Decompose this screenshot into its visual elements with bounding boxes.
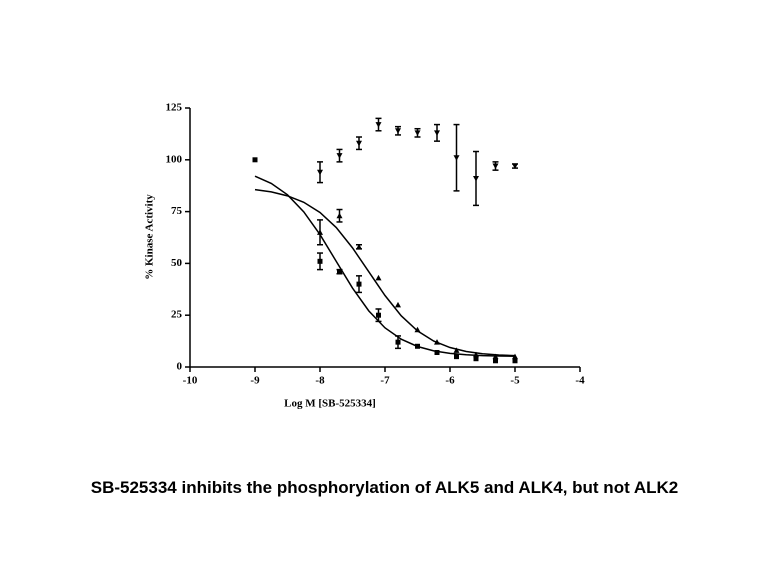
point [453, 155, 460, 161]
point [376, 312, 381, 318]
caption: SB-525334 inhibits the phosphorylation o… [90, 478, 679, 497]
point [492, 353, 499, 360]
point [395, 128, 401, 134]
x-tick-label: -7 [380, 375, 390, 387]
point [473, 175, 479, 182]
x-tick-label: -9 [250, 375, 260, 387]
point [434, 349, 440, 355]
point [356, 243, 362, 250]
y-axis-label: % Kinase Activity [144, 194, 156, 280]
x-axis-label: Log M [SB-525334] [284, 398, 376, 410]
point [395, 339, 401, 345]
point [434, 130, 440, 136]
fit-curve [254, 188, 516, 357]
point [252, 157, 258, 163]
point [473, 356, 479, 362]
point [492, 163, 499, 170]
y-tick-label: 75 [171, 205, 183, 217]
point [336, 212, 343, 219]
y-tick-label: 100 [166, 153, 183, 165]
fit-curve [254, 175, 516, 357]
point [317, 229, 323, 235]
point [512, 358, 518, 364]
point [375, 122, 382, 128]
point [415, 343, 420, 349]
y-tick-label: 0 [177, 361, 183, 373]
point [337, 269, 342, 275]
point [317, 169, 323, 176]
point [434, 339, 440, 345]
point [454, 354, 459, 360]
point [356, 140, 362, 147]
x-tick-label: -5 [510, 375, 520, 387]
point [473, 351, 479, 358]
y-tick-label: 50 [171, 257, 183, 269]
point [317, 258, 323, 264]
x-tick-label: -6 [445, 375, 455, 387]
x-tick-label: -4 [575, 375, 585, 387]
y-tick-label: 125 [166, 102, 183, 114]
point [453, 347, 460, 353]
point [395, 301, 401, 308]
point [414, 326, 421, 333]
point [336, 153, 343, 159]
chart: Log M [SB-525334] % Kinase Activity 0 25 5… [144, 102, 586, 410]
y-tick-label: 25 [171, 309, 183, 321]
x-tick-label: -8 [315, 375, 325, 387]
point [375, 274, 382, 281]
point [493, 358, 498, 364]
point [356, 281, 362, 287]
point [414, 130, 421, 136]
point [512, 163, 518, 170]
x-tick-label: -10 [183, 375, 198, 387]
point [512, 353, 518, 360]
